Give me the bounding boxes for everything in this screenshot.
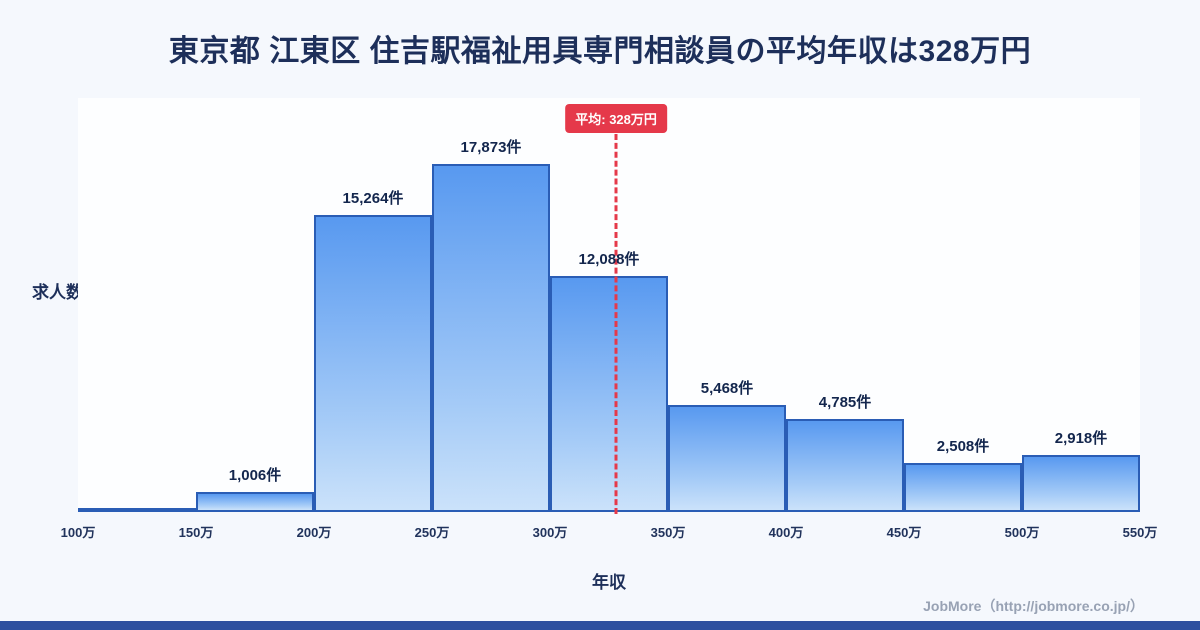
bar <box>432 163 550 512</box>
x-tick-label: 250万 <box>414 525 450 540</box>
y-axis-label: 求人数 <box>32 283 83 302</box>
bar <box>550 276 668 512</box>
x-tick-label: 500万 <box>1004 525 1040 540</box>
x-tick-label: 200万 <box>296 525 332 540</box>
bar-value-label: 5,468件 <box>700 380 754 398</box>
bar <box>78 508 196 512</box>
x-axis-label: 年収 <box>592 573 626 592</box>
x-tick-label: 550万 <box>1122 525 1158 540</box>
x-tick-label: 100万 <box>60 525 96 540</box>
bar <box>668 405 786 512</box>
bar-value-label: 17,873件 <box>460 138 522 156</box>
x-tick-label: 400万 <box>768 525 804 540</box>
bar <box>786 418 904 512</box>
bar-value-label: 4,785件 <box>818 393 872 411</box>
average-badge: 平均: 328万円 <box>565 104 667 133</box>
x-tick-label: 300万 <box>532 525 568 540</box>
bars: 1,006件 15,264件 17,873件 12,088件 5,468件 4,785件 2… <box>78 132 1140 512</box>
bottom-strip <box>0 621 1200 630</box>
x-tick-label: 350万 <box>650 525 686 540</box>
average-line <box>614 134 618 514</box>
bar <box>1022 455 1140 512</box>
bar-value-label: 2,508件 <box>936 438 990 456</box>
footer-credit: JobMore（http://jobmore.co.jp/） <box>923 598 1144 614</box>
bar-value-label: 15,264件 <box>342 189 404 207</box>
bar <box>904 463 1022 512</box>
x-tick-label: 150万 <box>178 525 214 540</box>
x-ticks: 100万 150万 200万 250万 300万 350万 400万 450万 500万 550万 <box>61 522 1158 542</box>
bar-value-label: 2,918件 <box>1054 430 1108 448</box>
chart-title: 東京都 江東区 住吉駅福祉用具専門相談員の平均年収は328万円 <box>168 35 1032 68</box>
plot-area: 1,006件 15,264件 17,873件 12,088件 5,468件 4,785件 2… <box>61 98 1157 540</box>
bar-value-label: 12,088件 <box>578 251 640 269</box>
bar-value-label: 1,006件 <box>228 467 282 485</box>
x-tick-label: 450万 <box>886 525 922 540</box>
bar <box>196 492 314 512</box>
bar <box>314 214 432 512</box>
